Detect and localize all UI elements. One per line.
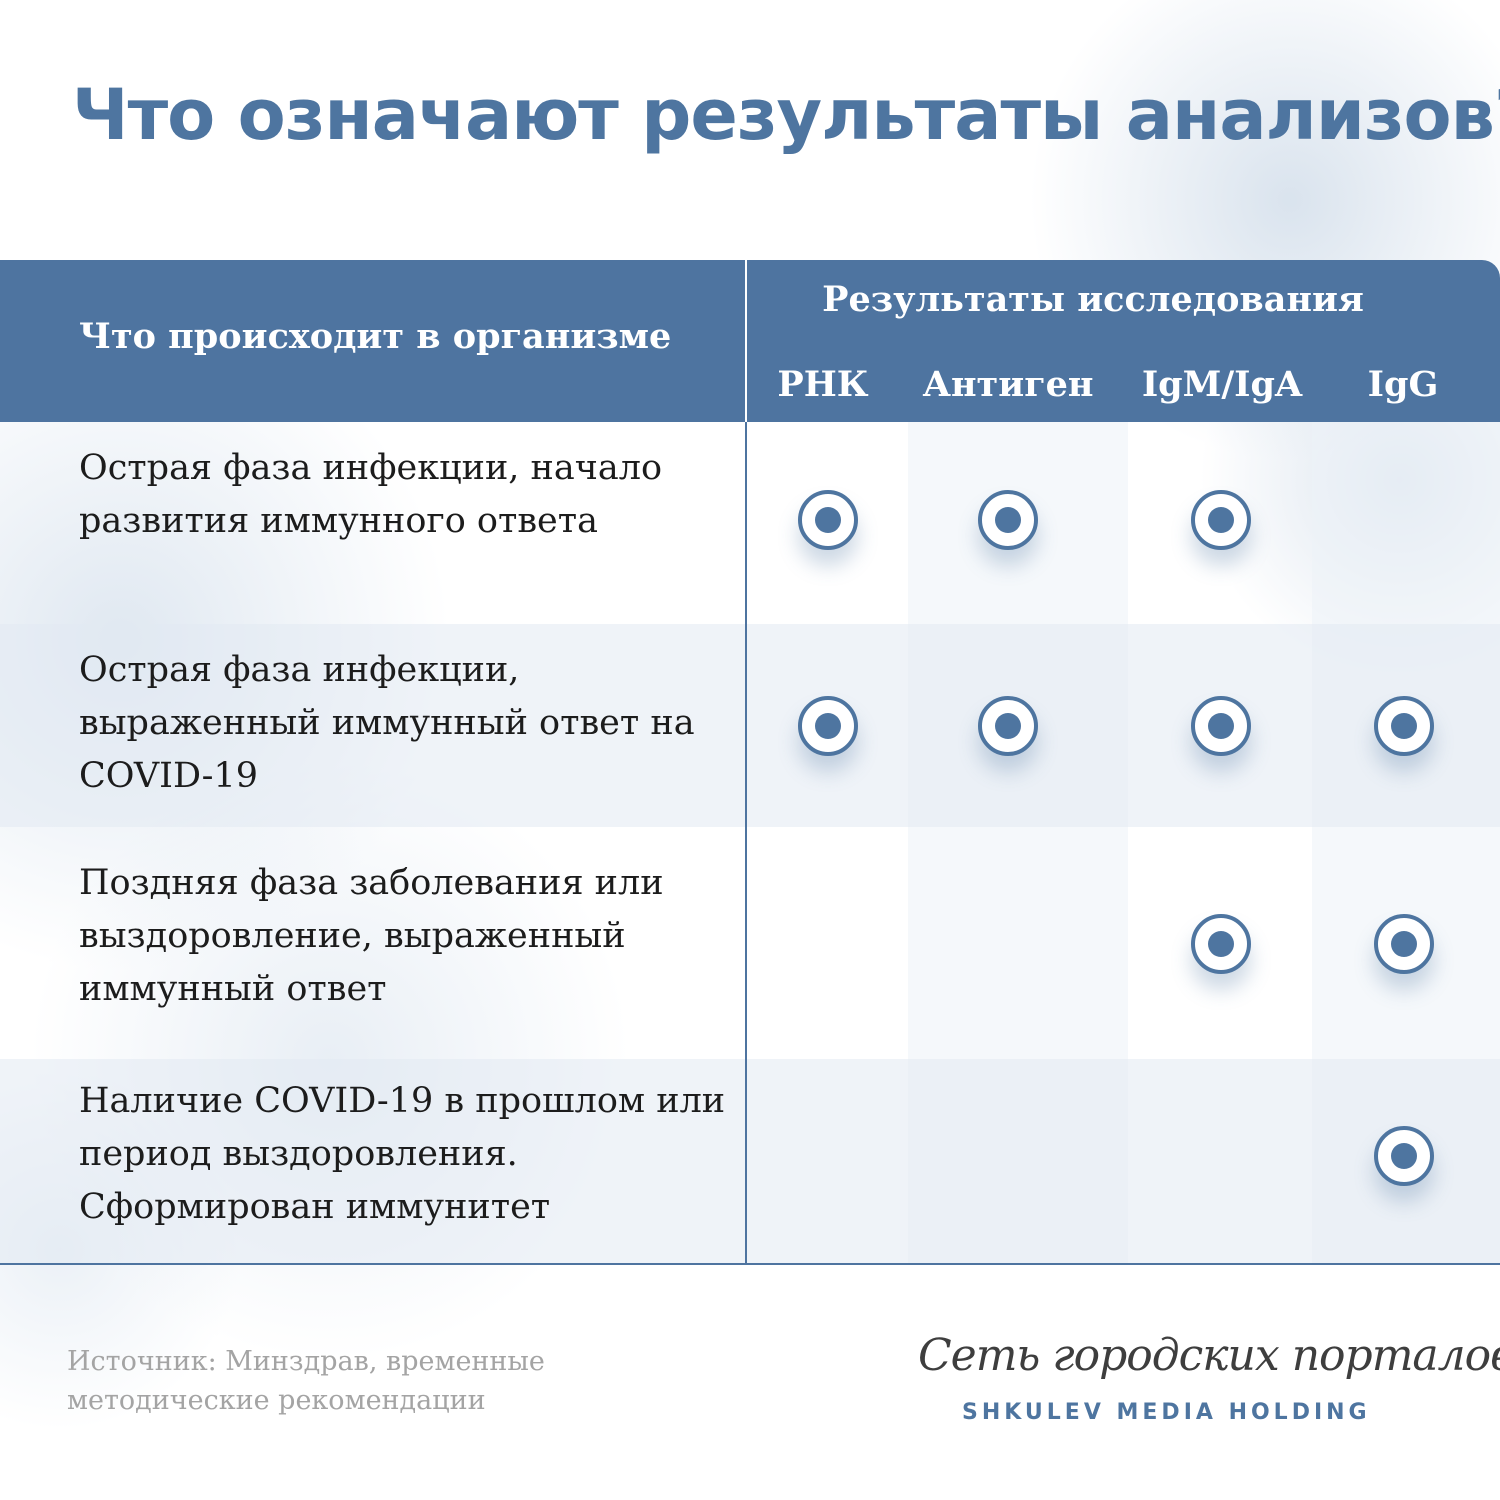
header-divider [745,260,747,422]
table-row: Острая фаза инфекции, выраженный иммунны… [0,624,1500,827]
header-right-label: Результаты исследования [822,279,1364,320]
result-marker-icon [1374,696,1434,756]
table-header: Что происходит в организме Результаты ис… [0,260,1500,422]
column-header-igm-iga: IgM/IgA [1141,364,1303,405]
result-marker-icon [798,696,858,756]
result-marker-icon [978,696,1038,756]
row-description: Наличие COVID-19 в прошлом или период вы… [79,1081,726,1227]
result-marker-icon [1374,1126,1434,1186]
table-row: Поздняя фаза заболевания или выздоровлен… [0,827,1500,1059]
column-header-igg: IgG [1367,364,1439,405]
results-table: Острая фаза инфекции, начало развития им… [0,260,1500,1265]
result-marker-icon [978,490,1038,550]
page-title: Что означают результаты анализов? [72,74,1500,156]
table-row: Острая фаза инфекции, начало развития им… [0,422,1500,624]
brand-logo-line2: SHKULEV MEDIA HOLDING [962,1400,1371,1425]
result-marker-icon [1374,914,1434,974]
row-description: Поздняя фаза заболевания или выздоровлен… [79,863,664,1009]
header-left-label: Что происходит в организме [79,316,672,357]
column-header-antigen: Антиген [922,364,1094,405]
brand-logo-line1: Сеть городских порталов [918,1330,1500,1381]
column-divider [745,422,747,1264]
row-description: Острая фаза инфекции, начало развития им… [79,448,663,541]
result-marker-icon [1191,490,1251,550]
table-bottom-border [0,1263,1500,1265]
row-description: Острая фаза инфекции, выраженный иммунны… [79,650,695,796]
result-marker-icon [1191,914,1251,974]
source-note: Источник: Минздрав, временные методическ… [67,1346,545,1416]
result-marker-icon [798,490,858,550]
result-marker-icon [1191,696,1251,756]
column-header-rna: РНК [777,364,869,405]
table-row: Наличие COVID-19 в прошлом или период вы… [0,1059,1500,1264]
